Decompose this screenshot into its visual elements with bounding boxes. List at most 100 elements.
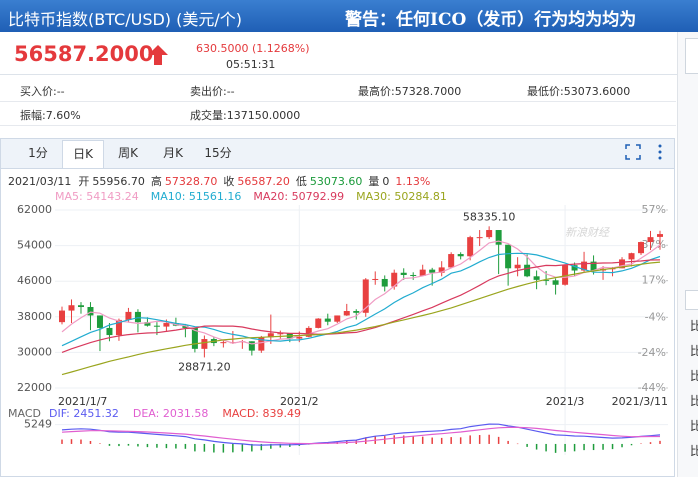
summary-label: 高 (151, 174, 162, 188)
ma-line (61, 240, 661, 345)
low-annotation: 28871.20 (178, 360, 231, 373)
up-arrow (148, 45, 168, 65)
summary-label: 收 (223, 174, 234, 188)
candle-body (334, 315, 341, 322)
quote-time: 05:51:31 (226, 58, 276, 71)
candle-body (315, 318, 322, 328)
candle-body (220, 342, 227, 344)
candle-body (448, 254, 455, 268)
ma-line (61, 261, 661, 376)
macd-bar (80, 439, 82, 444)
y-tick-label: 54000 (17, 239, 52, 252)
macd-bar (203, 443, 206, 452)
macd-bar (431, 437, 433, 444)
candle-body (476, 237, 483, 239)
candle-body (628, 253, 635, 260)
macd-bar (640, 443, 642, 445)
price-change: 630.5000 (1.1268%) (196, 42, 310, 55)
candle-body (543, 279, 550, 281)
y-tick-label: 30000 (17, 345, 52, 358)
info-table: 买入价:-- 卖出价:-- 最高价:57328.7000 最低价:53073.6… (0, 78, 676, 126)
tab[interactable]: 15分 (204, 146, 232, 160)
candle-body (410, 274, 417, 276)
candle-body (495, 230, 502, 245)
summary-label: 开 (78, 175, 89, 188)
candle-body (457, 254, 464, 257)
candle-body (134, 311, 141, 323)
macd-legend: MACD: 839.49 (222, 407, 301, 420)
candle-body (533, 276, 540, 280)
summary-label: 量 (368, 175, 379, 188)
candle-body (248, 341, 255, 351)
info-cell: 振幅:7.60% (20, 109, 81, 122)
macd-bar (260, 443, 263, 451)
tab[interactable]: 周K (118, 146, 138, 160)
macd-bar (421, 436, 424, 444)
macd-tick-label: 5249 (24, 418, 52, 431)
candle-body (144, 322, 151, 326)
info-cell: 最高价:57328.7000 (358, 85, 462, 98)
summary-date: 2021/03/11 (8, 175, 71, 188)
banner: 比特币指数(BTC/USD) (美元/个) 警告：任何ICO（发币）行为均为均为 (0, 0, 698, 32)
macd-bar (194, 443, 196, 452)
side-item: 比 (690, 444, 698, 458)
summary-value: 55956.70 (92, 175, 145, 188)
candle-body (505, 244, 512, 269)
candle-body (87, 307, 94, 316)
macd-bar (450, 437, 452, 444)
candle-body (201, 339, 208, 349)
y-tick-label: 38000 (17, 310, 52, 323)
candle-body (391, 272, 398, 287)
candle-body (486, 230, 493, 238)
macd-bar (127, 443, 130, 446)
candle-body (191, 327, 198, 349)
candle-body (514, 264, 521, 269)
row-divider (0, 125, 676, 126)
macd-bar (516, 443, 519, 445)
macd-bar (564, 443, 566, 452)
y2-tick-label: 57% (642, 203, 666, 216)
candle-body (571, 265, 578, 271)
row-divider (0, 101, 676, 102)
candle-body (258, 337, 265, 351)
candle-body (647, 237, 654, 243)
candle-body (353, 311, 360, 313)
side-item: 比 (690, 419, 698, 433)
macd-bar (289, 443, 291, 447)
macd-bar (649, 442, 652, 444)
macd-bar (108, 443, 111, 446)
quote-bar (0, 32, 698, 75)
x-tick-label: 2021/1/7 (58, 395, 107, 408)
macd-bar (459, 437, 462, 444)
summary-label: 低 (296, 175, 307, 188)
tab[interactable]: 1分 (28, 146, 48, 160)
candle-body (324, 318, 331, 322)
menu-icon[interactable] (658, 144, 662, 160)
candle-body (59, 310, 65, 323)
summary-value: 57328.70 (165, 175, 218, 188)
candle-body (96, 315, 103, 328)
fullscreen-icon[interactable] (625, 144, 641, 160)
candle-body (400, 272, 407, 275)
candle-body (153, 325, 160, 327)
info-cell: 买入价:-- (20, 85, 65, 98)
legend-entry: MA20: 50792.99 (253, 190, 344, 203)
tab[interactable]: 日K (62, 140, 104, 168)
candle-body (296, 336, 303, 339)
candle-body (362, 279, 369, 313)
side-box (685, 38, 698, 74)
tab[interactable]: 月K (163, 146, 183, 160)
macd-bar (659, 440, 661, 444)
macd-bar (156, 443, 158, 448)
summary-value: 53073.60 (310, 175, 363, 188)
macd-bar (573, 443, 576, 452)
candle-body (562, 265, 569, 285)
candle-body (267, 333, 274, 338)
info-cell: 最低价:53073.6000 (527, 85, 631, 98)
y2-tick-label: 17% (642, 273, 666, 286)
side-item: 比 (690, 369, 698, 383)
macd-bar (507, 440, 509, 444)
macd-bar (383, 436, 386, 444)
